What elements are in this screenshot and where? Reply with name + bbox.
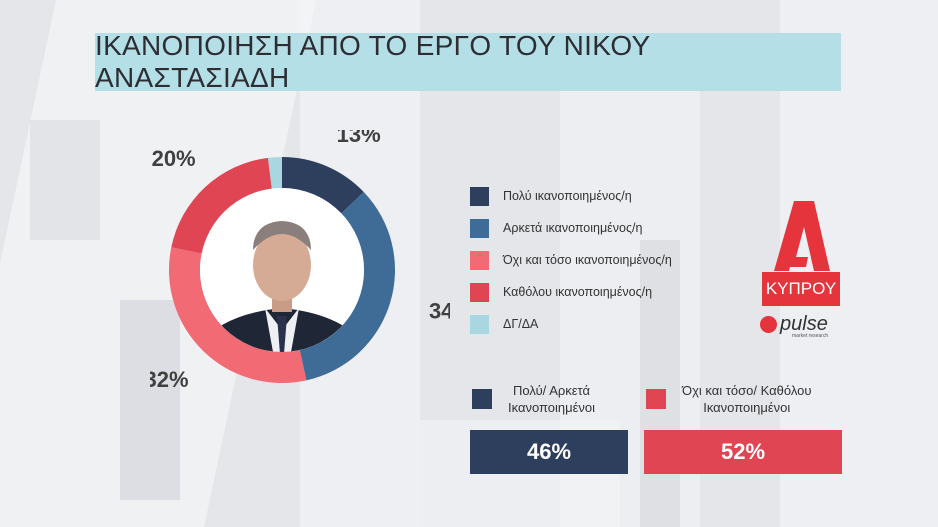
summary-swatch — [646, 389, 666, 409]
legend-item-fairly-satisfied: Αρκετά ικανοποιημένος/η — [470, 212, 672, 244]
summary-left-label: Πολύ/ Αρκετά Ικανοποιημένοι — [508, 383, 596, 415]
slice-not-at-all — [171, 157, 272, 254]
data-label: 32% — [150, 367, 189, 392]
legend-item-not-so-satisfied: Όχι και τόσο ικανοποιημένος/η — [470, 244, 672, 276]
pulse-brand: pulse — [780, 313, 828, 335]
summary-right-key: Όχι και τόσο/ Καθόλου Ικανοποιημένοι — [646, 382, 811, 416]
slice-fairly-satisfied — [299, 191, 395, 381]
legend-swatch — [470, 282, 489, 302]
summary-swatch — [472, 389, 492, 409]
pulse-subtitle: market research — [792, 333, 829, 339]
legend: Πολύ ικανοποιημένος/η Αρκετά ικανοποιημέ… — [470, 180, 672, 340]
summary-bar-satisfied: 46% — [470, 430, 628, 474]
data-label: 34% — [429, 298, 450, 323]
legend-item-not-at-all: Καθόλου ικανοποιημένος/η — [470, 276, 672, 308]
pulse-logo: pulse market research — [760, 313, 829, 339]
chart-title: ΙΚΑΝΟΠΟΙΗΣΗ ΑΠΟ ΤΟ ΕΡΓΟ ΤΟΥ ΝΙΚΟΥ ΑΝΑΣΤΑ… — [95, 30, 651, 93]
legend-item-dk-na: ΔΓ/ΔΑ — [470, 308, 672, 340]
slice-dk-na — [267, 157, 282, 189]
summary-right-value: 52% — [720, 439, 766, 464]
summary-left-value: 46% — [526, 439, 572, 464]
donut-chart: 13%34%32%20%2% — [150, 130, 450, 392]
data-label: 20% — [152, 146, 196, 171]
legend-swatch — [470, 314, 489, 334]
legend-label: Αρκετά ικανοποιημένος/η — [503, 221, 643, 235]
title-banner: ΙΚΑΝΟΠΟΙΗΣΗ ΑΠΟ ΤΟ ΕΡΓΟ ΤΟΥ ΝΙΚΟΥ ΑΝΑΣΤΑ… — [95, 30, 841, 93]
legend-swatch — [470, 186, 489, 206]
slice-very-satisfied — [282, 157, 364, 214]
summary-right-label: Όχι και τόσο/ Καθόλου Ικανοποιημένοι — [682, 383, 812, 415]
data-label: 13% — [337, 130, 381, 147]
channel-name: ΚΥΠΡΟΥ — [765, 279, 837, 298]
legend-swatch — [470, 218, 489, 238]
legend-label: ΔΓ/ΔΑ — [503, 317, 539, 331]
pulse-dot-icon — [760, 316, 777, 333]
channel-logo: ΚΥΠΡΟΥ — [762, 272, 840, 306]
alpha-logo-icon — [774, 201, 830, 271]
legend-label: Όχι και τόσο ικανοποιημένος/η — [503, 253, 672, 267]
summary-bar-not-satisfied: 52% — [644, 430, 842, 474]
slice-not-so-satisfied — [168, 247, 307, 383]
legend-item-very-satisfied: Πολύ ικανοποιημένος/η — [470, 180, 672, 212]
legend-label: Καθόλου ικανοποιημένος/η — [503, 285, 653, 299]
legend-swatch — [470, 250, 489, 270]
legend-label: Πολύ ικανοποιημένος/η — [503, 189, 632, 203]
summary-left-key: Πολύ/ Αρκετά Ικανοποιημένοι — [472, 382, 595, 416]
